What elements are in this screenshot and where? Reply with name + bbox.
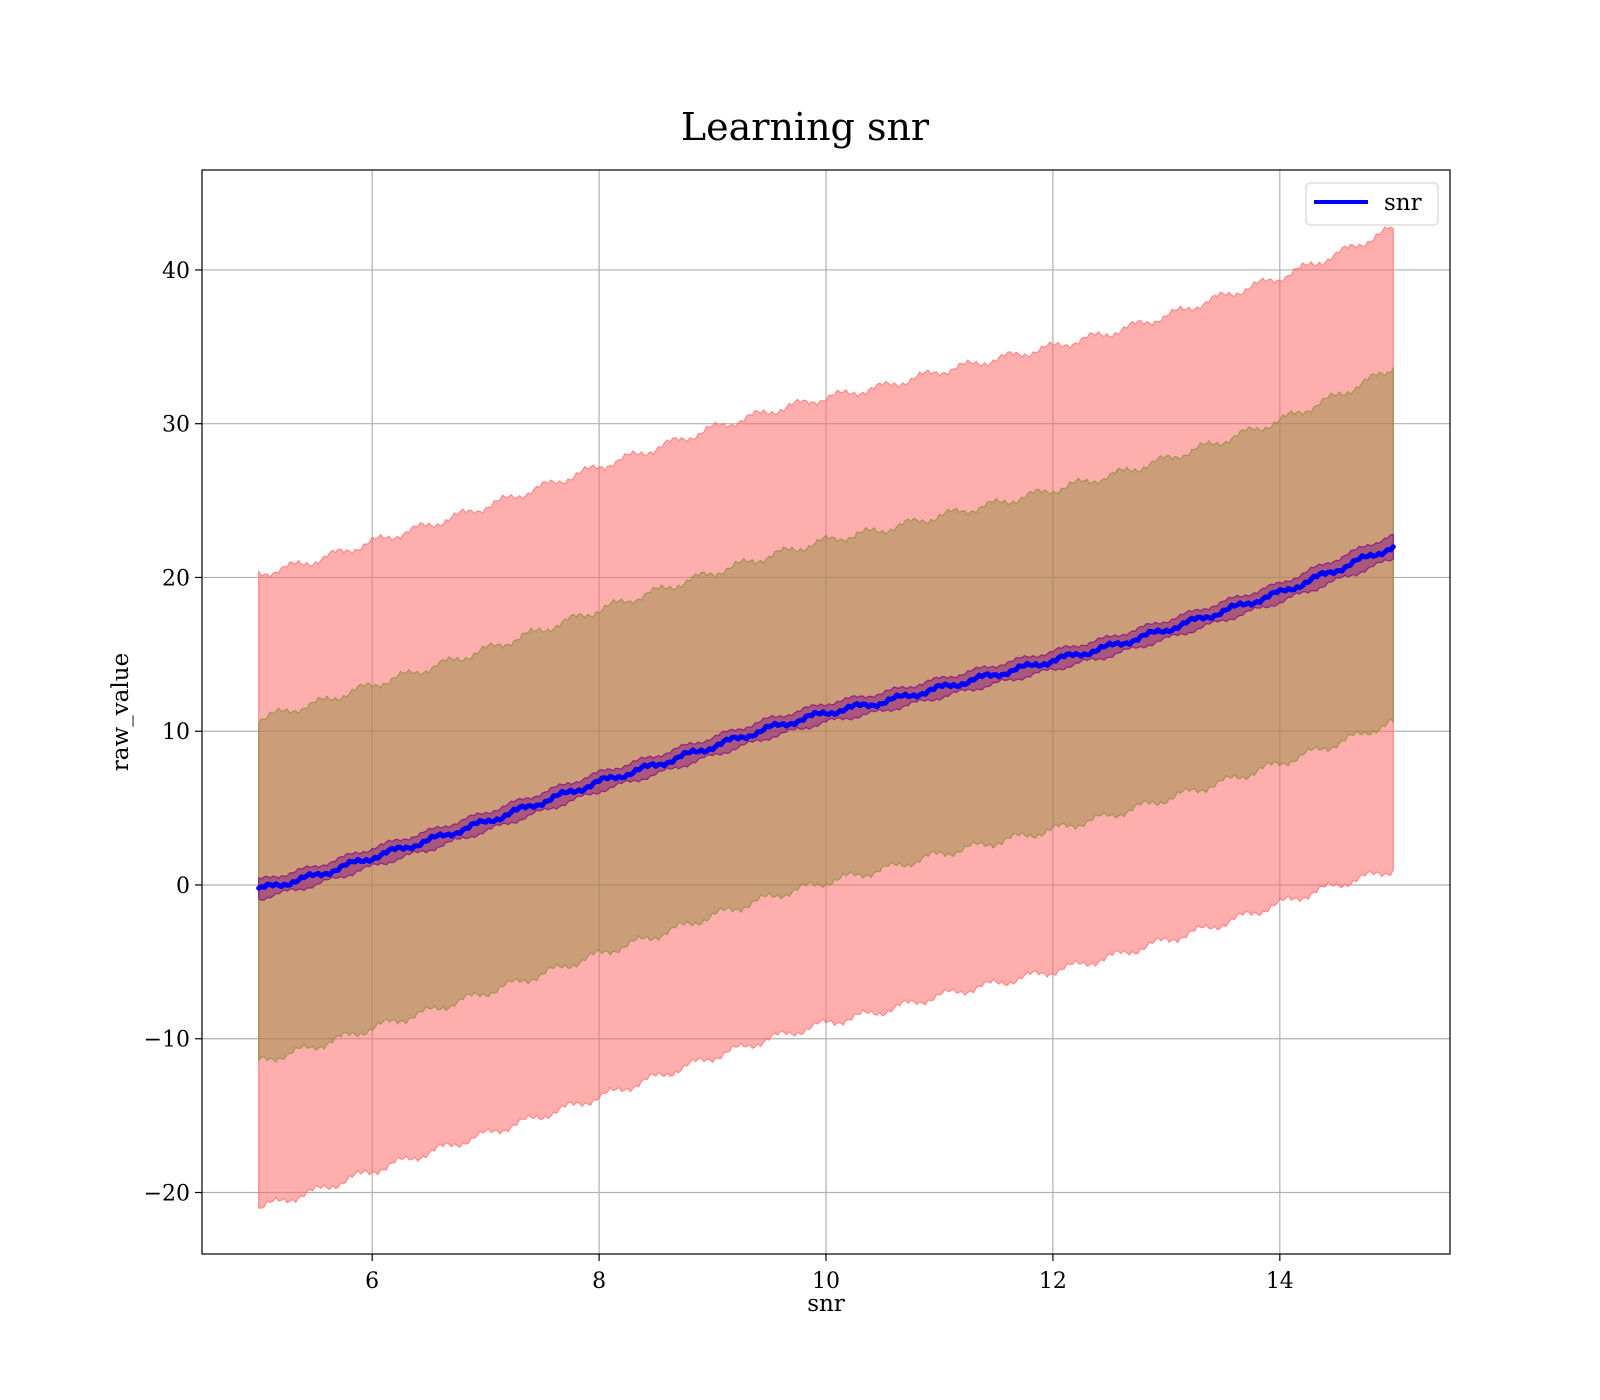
x-tick-label: 10 <box>812 1269 840 1294</box>
legend-box <box>1305 182 1439 226</box>
series-line-snr <box>256 544 1396 891</box>
y-tick-label: −20 <box>144 1181 190 1206</box>
y-tick-label: 20 <box>162 566 190 591</box>
x-axis-label: snr <box>807 1291 845 1317</box>
x-tick-label: 8 <box>592 1269 606 1294</box>
legend-label: snr <box>1384 190 1422 216</box>
outer-band <box>258 226 1394 1209</box>
line-band <box>258 533 1394 902</box>
axis-ticks: 6 8 10 12 14 −20 −10 0 10 20 30 40 <box>144 259 1294 1294</box>
x-tick-label: 14 <box>1266 1269 1294 1294</box>
legend: snr <box>1305 182 1439 226</box>
y-tick-label: 40 <box>162 259 190 284</box>
chart-title: Learning snr <box>681 105 930 149</box>
y-tick-label: 0 <box>176 874 190 899</box>
y-tick-label: 30 <box>162 413 190 438</box>
x-tick-label: 12 <box>1039 1269 1067 1294</box>
x-tick-label: 6 <box>365 1269 379 1294</box>
y-tick-label: −10 <box>144 1028 190 1053</box>
y-axis-label: raw_value <box>108 653 134 771</box>
y-tick-label: 10 <box>162 720 190 745</box>
series-lines <box>256 544 1396 891</box>
